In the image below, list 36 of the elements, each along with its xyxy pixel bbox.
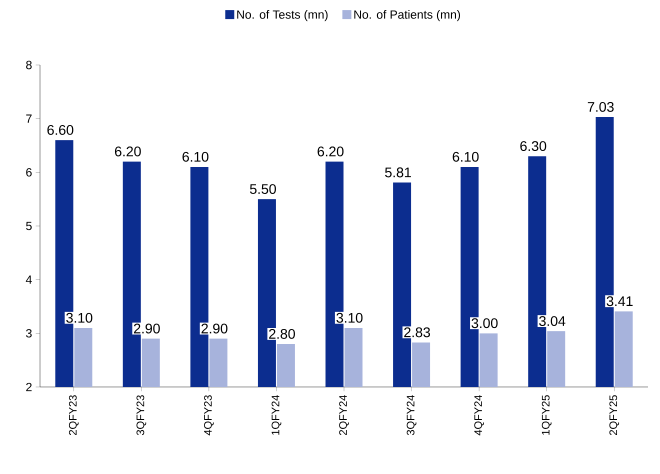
x-tick-label: 3QFY24 bbox=[406, 395, 416, 436]
data-label: 6.10 bbox=[182, 152, 208, 162]
y-tick-label: 2 bbox=[26, 382, 32, 392]
x-tick-label: 1QFY24 bbox=[272, 395, 282, 435]
data-label: 3.41 bbox=[606, 296, 633, 306]
data-label: 2.80 bbox=[269, 328, 295, 339]
data-label: 7.03 bbox=[588, 102, 614, 112]
data-label: 6.60 bbox=[47, 125, 74, 135]
data-label: 3.10 bbox=[336, 312, 363, 323]
data-label: 2.90 bbox=[134, 324, 160, 334]
y-tick-label: 7 bbox=[26, 114, 32, 123]
y-tick-label: 8 bbox=[26, 60, 32, 70]
x-tick-label: 4QFY23 bbox=[204, 395, 214, 436]
x-tick-label: 1QFY25 bbox=[542, 395, 552, 435]
data-label: 6.20 bbox=[318, 146, 344, 156]
data-label: 5.81 bbox=[385, 167, 411, 178]
data-label: 6.10 bbox=[452, 152, 479, 162]
y-tick-label: 3 bbox=[26, 329, 32, 338]
data-label: 2.90 bbox=[202, 324, 228, 334]
data-label: 3.00 bbox=[472, 318, 498, 328]
data-label: 5.50 bbox=[250, 184, 276, 194]
legend-label: No. of Patients (mn) bbox=[354, 10, 460, 22]
y-tick-label: 6 bbox=[26, 168, 32, 177]
y-tick-label: 4 bbox=[26, 276, 32, 284]
data-label: 2.83 bbox=[404, 327, 430, 338]
x-tick-label: 2QFY24 bbox=[339, 395, 349, 436]
x-tick-label: 2QFY23 bbox=[68, 395, 79, 436]
x-tick-label: 3QFY23 bbox=[136, 395, 146, 436]
data-label: 6.20 bbox=[114, 146, 141, 156]
data-label: 6.30 bbox=[520, 141, 546, 152]
data-label: 3.10 bbox=[66, 312, 92, 323]
y-tick-label: 5 bbox=[26, 222, 32, 230]
x-tick-label: 2QFY25 bbox=[609, 395, 620, 436]
legend-label: No. of Tests (mn) bbox=[237, 10, 328, 22]
data-label: 3.04 bbox=[539, 316, 566, 326]
x-tick-label: 4QFY24 bbox=[474, 395, 484, 436]
